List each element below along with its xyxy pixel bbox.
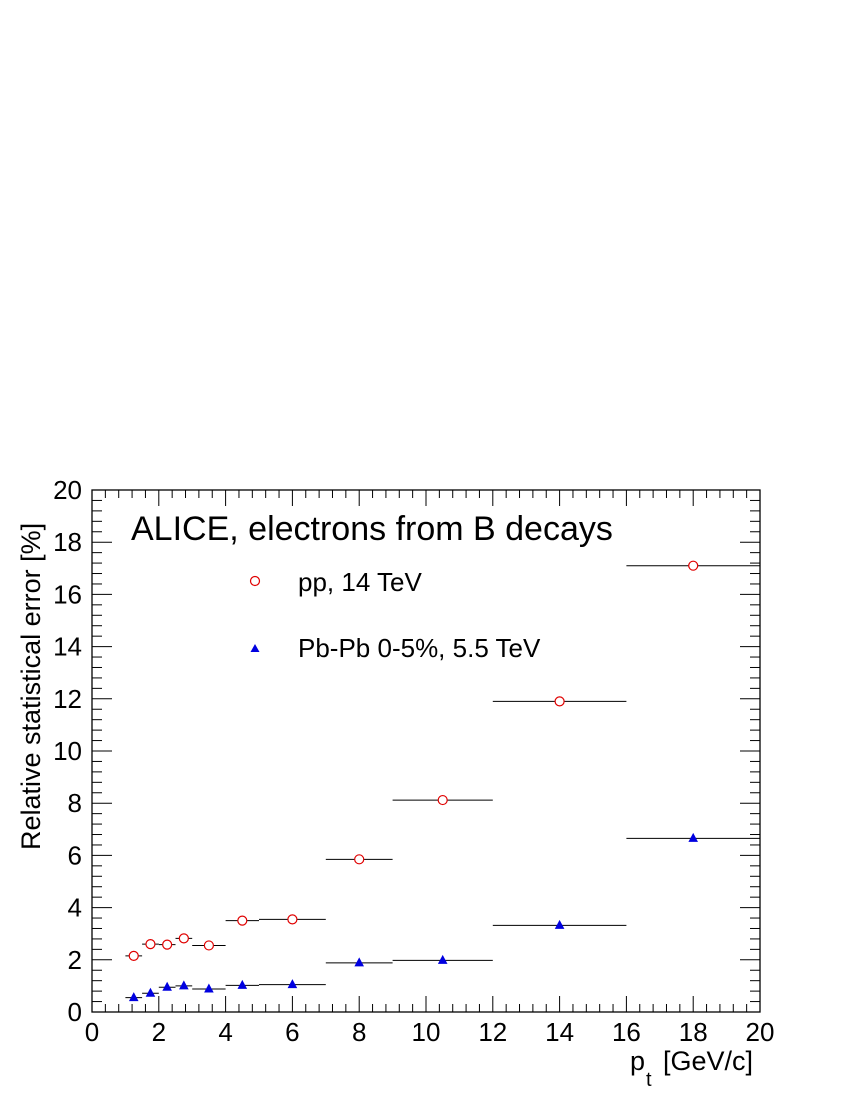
x-tick-label: 6 [285,1017,299,1047]
data-point [437,954,448,964]
legend-marker-pbpb [250,644,260,652]
data-point [128,992,139,1002]
series-pp [125,560,760,961]
data-point [554,696,565,707]
y-tick-label: 6 [68,840,82,870]
tick-labels: 0 2 4 6 8 10 12 14 16 18 20 0 2 4 6 8 10 12 14 16 18 20 [53,475,774,1047]
y-axis-label: Relative statistical error [%] [16,523,46,850]
data-point [287,979,298,989]
data-point [437,794,448,806]
x-axis-label-symbol: p [630,1046,645,1076]
x-tick-label: 4 [218,1017,232,1047]
y-tick-label: 16 [53,579,82,609]
y-tick-label: 18 [53,527,82,557]
x-tick-label: 0 [85,1017,99,1047]
data-point [688,832,698,842]
data-point [162,939,173,950]
legend-label-pp: pp, 14 TeV [298,567,423,597]
data-point [179,980,189,990]
y-tick-label: 14 [53,632,82,662]
x-tick-label: 10 [412,1017,441,1047]
legend-label-pbpb: Pb-Pb 0-5%, 5.5 TeV [298,633,541,663]
y-tick-label: 8 [68,788,82,818]
y-tick-label: 0 [68,997,82,1027]
data-point [287,914,298,925]
x-axis-label: p t [GeV/c] [630,1046,753,1091]
data-point [178,933,189,944]
data-point [554,919,565,929]
data-point [128,950,139,961]
data-point [237,915,248,926]
x-axis-label-subscript: t [646,1069,652,1091]
data-point [162,981,172,991]
data-point [145,939,156,950]
series-pbpb [125,832,760,1002]
x-tick-label: 12 [478,1017,507,1047]
data-point [688,560,699,571]
x-tick-label: 18 [679,1017,708,1047]
legend: pp, 14 TeV Pb-Pb 0-5%, 5.5 TeV [249,567,541,663]
y-tick-label: 2 [68,945,82,975]
data-point [145,987,156,997]
x-tick-label: 20 [746,1017,775,1047]
x-tick-label: 16 [612,1017,641,1047]
x-tick-label: 14 [545,1017,574,1047]
y-tick-label: 4 [68,893,82,923]
data-series [125,560,760,1002]
data-point [237,979,248,989]
data-point [203,940,214,951]
y-tick-label: 10 [53,736,82,766]
data-point [204,983,214,993]
legend-marker-pp [249,575,261,587]
x-axis-label-unit: [GeV/c] [663,1046,753,1076]
data-point [354,957,364,967]
y-tick-label: 20 [53,475,82,505]
data-point [354,854,365,865]
x-tick-label: 8 [352,1017,366,1047]
axis-ticks [91,489,761,1013]
chart-title: ALICE, electrons from B decays [131,510,613,548]
x-tick-label: 2 [152,1017,166,1047]
y-tick-label: 12 [53,684,82,714]
